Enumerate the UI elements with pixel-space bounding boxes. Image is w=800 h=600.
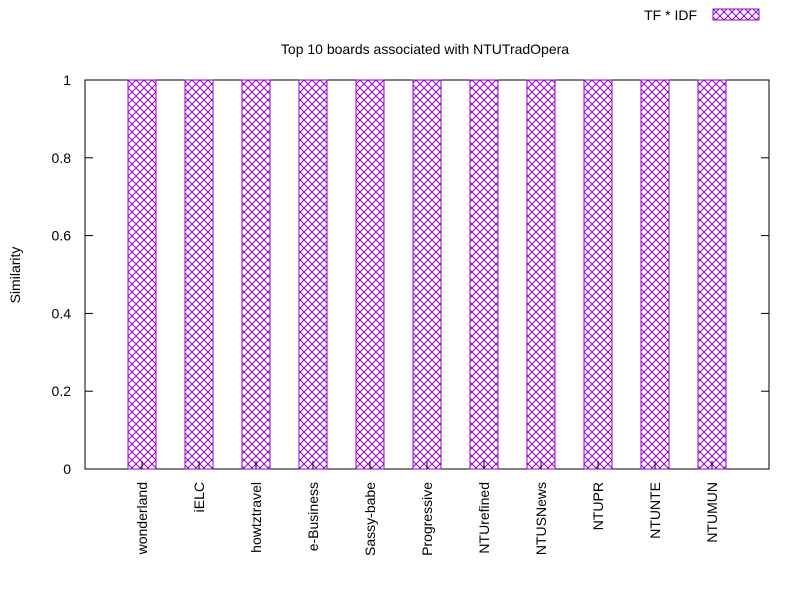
y-tick-label: 0.6 — [52, 228, 72, 244]
bar-ielc — [184, 79, 214, 470]
y-axis-ticks: 0 0.2 0.4 0.6 0.8 1 — [52, 72, 769, 477]
bar-ntupr — [583, 79, 613, 470]
bar-progressive — [412, 79, 442, 470]
x-tick-label: NTUNTE — [647, 482, 663, 539]
bars — [127, 79, 727, 470]
bar-ntunte — [640, 79, 670, 470]
legend: TF * IDF — [644, 7, 760, 23]
x-tick-label: NTUPR — [590, 482, 606, 530]
bar-ntusnews — [526, 79, 556, 470]
bar-howtztravel — [241, 79, 271, 470]
chart-title: Top 10 boards associated with NTUTradOpe… — [281, 41, 569, 57]
y-tick-label: 1 — [63, 72, 71, 88]
x-tick-label: e-Business — [305, 482, 321, 551]
bar-e-business — [298, 79, 328, 470]
y-tick-label: 0.2 — [52, 383, 72, 399]
y-axis-label: Similarity — [7, 247, 23, 304]
legend-swatch — [712, 8, 760, 21]
y-tick-label: 0.4 — [52, 305, 72, 321]
x-axis-ticks: wonderland iELC howtztravel e-Business Sassy… — [134, 461, 720, 556]
x-tick-label: NTUSNews — [533, 482, 549, 555]
x-tick-label: wonderland — [134, 482, 150, 555]
bar-nturefined — [469, 79, 499, 470]
x-tick-label: NTUrefined — [476, 482, 492, 554]
x-tick-label: Sassy-babe — [362, 482, 378, 556]
bar-wonderland — [127, 79, 157, 470]
bar-sassy-babe — [355, 79, 385, 470]
y-tick-label: 0.8 — [52, 150, 72, 166]
y-tick-label: 0 — [63, 461, 71, 477]
x-tick-label: NTUMUN — [704, 482, 720, 543]
x-tick-label: iELC — [191, 482, 207, 512]
x-tick-label: howtztravel — [248, 482, 264, 553]
legend-label: TF * IDF — [644, 7, 697, 23]
x-tick-label: Progressive — [419, 482, 435, 556]
bar-ntumun — [697, 79, 727, 470]
